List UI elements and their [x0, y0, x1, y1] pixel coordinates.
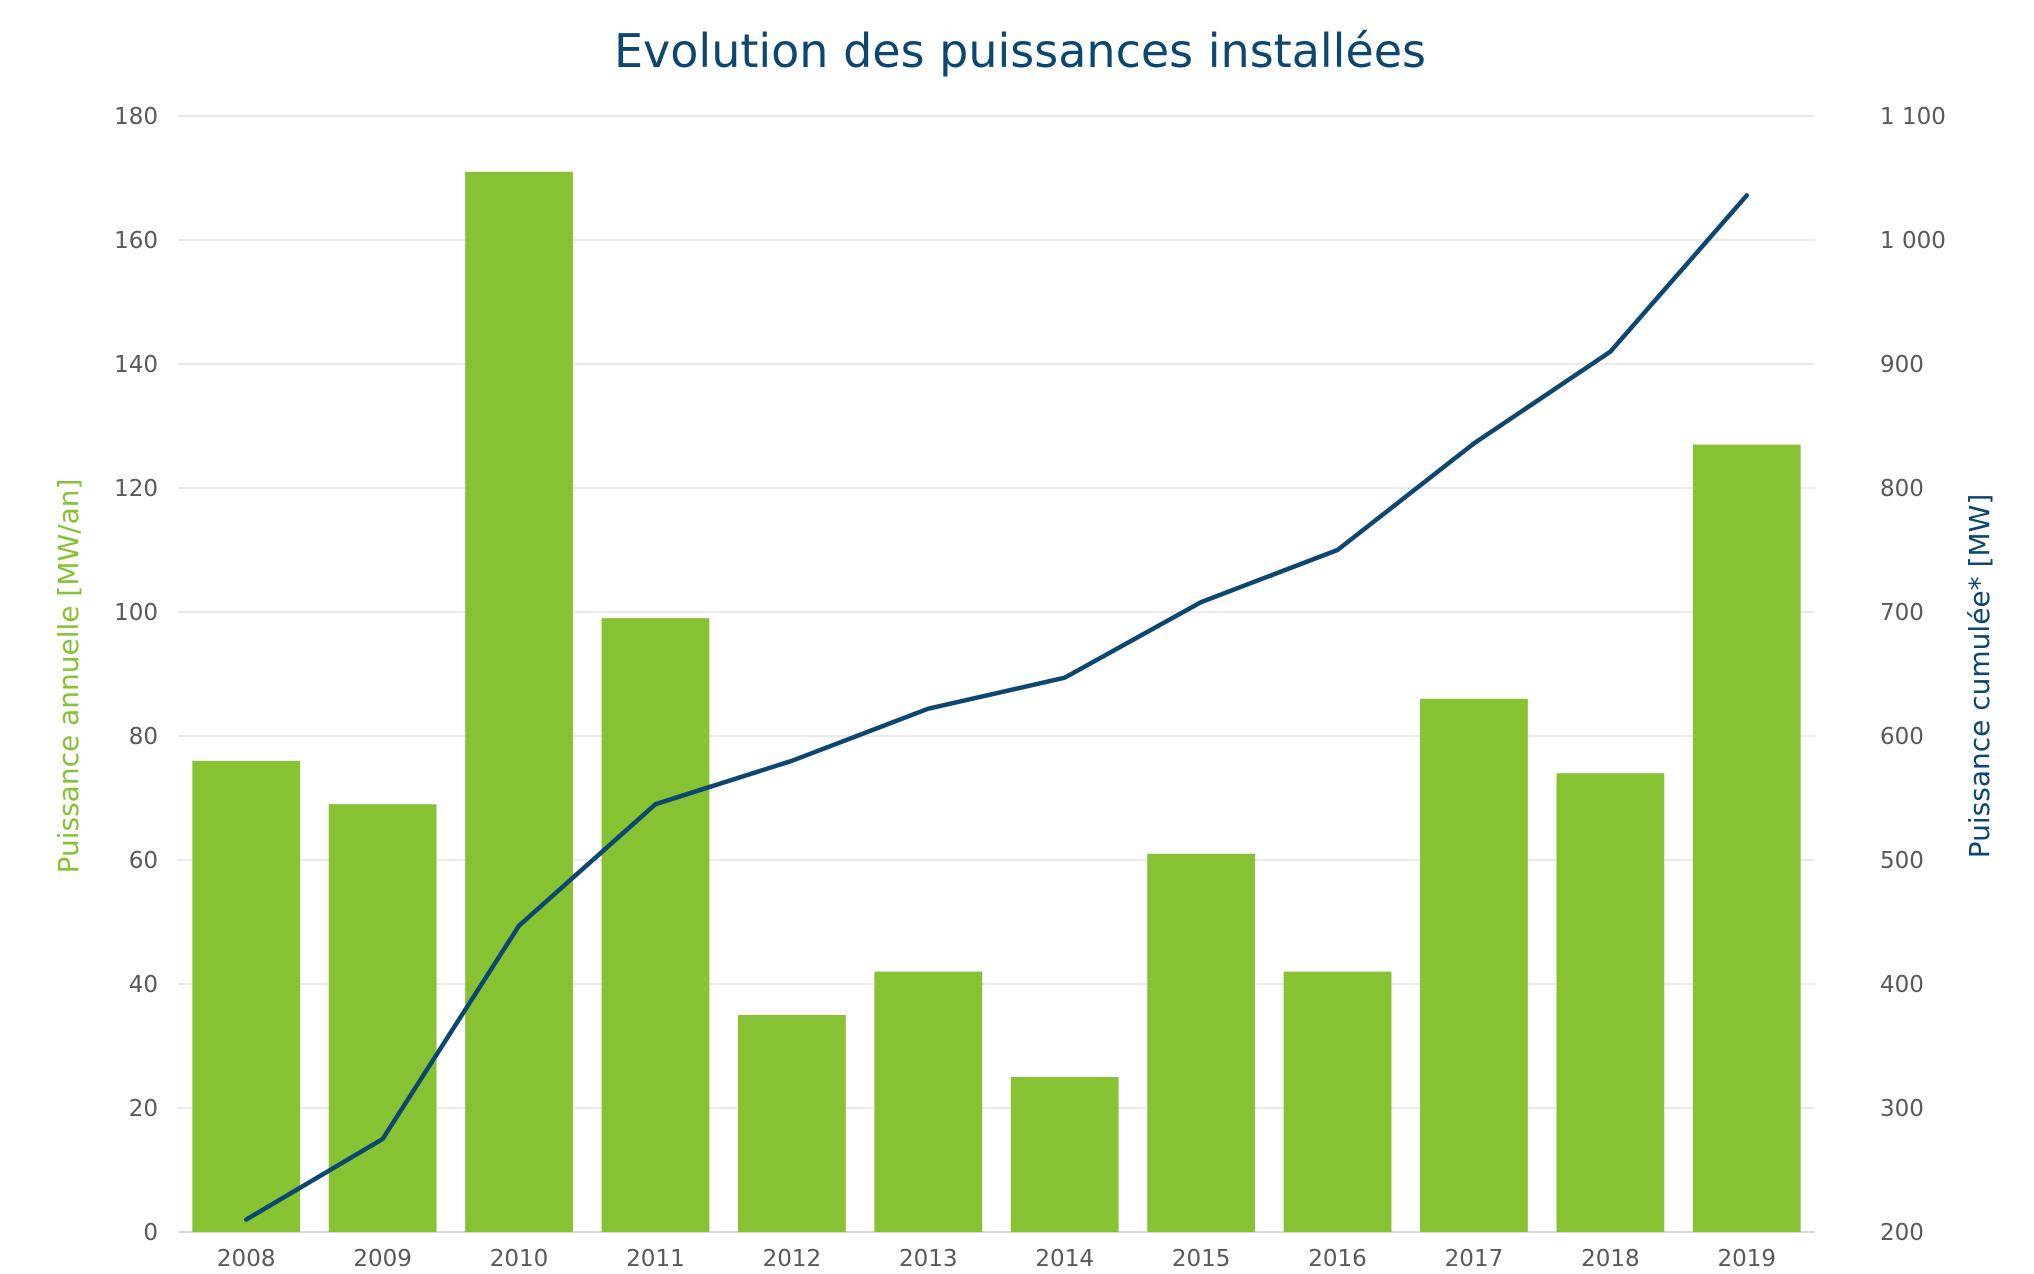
- bar-2013: [874, 971, 983, 1232]
- x-tick-label: 2016: [1308, 1246, 1367, 1272]
- x-tick-label: 2011: [626, 1246, 685, 1272]
- bar-2012: [737, 1015, 846, 1232]
- left-tick-label: 120: [114, 476, 158, 502]
- chart-title: Evolution des puissances installées: [614, 24, 1426, 78]
- x-tick-label: 2009: [353, 1246, 412, 1272]
- left-tick-label: 100: [114, 600, 158, 626]
- x-tick-label: 2015: [1172, 1246, 1231, 1272]
- bar-2015: [1147, 853, 1256, 1232]
- right-axis-label: Puissance cumulée* [MW]: [1963, 494, 1996, 859]
- left-tick-label: 180: [114, 104, 158, 130]
- left-tick-label: 40: [129, 972, 158, 998]
- right-tick-label: 900: [1880, 352, 1924, 378]
- left-tick-label: 20: [129, 1096, 158, 1122]
- right-tick-label: 800: [1880, 476, 1924, 502]
- left-axis-ticks: 0 20 40 60 80 100 120 140 160 180: [114, 104, 158, 1246]
- left-tick-label: 0: [143, 1220, 158, 1246]
- x-tick-label: 2019: [1718, 1246, 1777, 1272]
- bar-2017: [1420, 698, 1528, 1232]
- right-tick-label: 700: [1880, 600, 1924, 626]
- bar-2011: [601, 618, 710, 1232]
- right-tick-label: 500: [1880, 848, 1924, 874]
- right-tick-label: 200: [1880, 1220, 1924, 1246]
- bar-2010: [465, 171, 573, 1232]
- x-tick-label: 2008: [217, 1246, 276, 1272]
- x-tick-label: 2017: [1445, 1246, 1504, 1272]
- x-tick-label: 2018: [1581, 1246, 1640, 1272]
- left-tick-label: 140: [114, 352, 158, 378]
- bar-2019: [1692, 444, 1801, 1233]
- left-tick-label: 160: [114, 228, 158, 254]
- bar-2018: [1556, 773, 1665, 1232]
- bar-2016: [1283, 971, 1392, 1232]
- right-tick-label: 300: [1880, 1096, 1924, 1122]
- right-tick-label: 1 100: [1880, 104, 1946, 130]
- right-tick-label: 1 000: [1880, 228, 1946, 254]
- x-tick-label: 2014: [1035, 1246, 1094, 1272]
- bar-2014: [1010, 1077, 1119, 1232]
- line-series: [243, 193, 1750, 1222]
- gridlines: [178, 115, 1815, 1233]
- x-tick-label: 2013: [899, 1246, 958, 1272]
- bar-2008: [192, 760, 301, 1232]
- right-tick-label: 600: [1880, 724, 1924, 750]
- x-tick-label: 2010: [490, 1246, 549, 1272]
- right-tick-label: 400: [1880, 972, 1924, 998]
- left-axis-label: Puissance annuelle [MW/an]: [52, 479, 85, 874]
- left-tick-label: 60: [129, 848, 158, 874]
- cumulative-line: [243, 193, 1750, 1222]
- right-axis-ticks: 200 300 400 500 600 700 800 900 1 000 1 100: [1880, 104, 1946, 1246]
- x-tick-label: 2012: [763, 1246, 822, 1272]
- x-axis-ticks: 2008 2009 2010 2011 2012 2013 2014 2015 2016 2017…: [217, 1246, 1776, 1272]
- left-tick-label: 80: [129, 724, 158, 750]
- bar-series: [192, 171, 1801, 1233]
- bar-2009: [328, 804, 437, 1232]
